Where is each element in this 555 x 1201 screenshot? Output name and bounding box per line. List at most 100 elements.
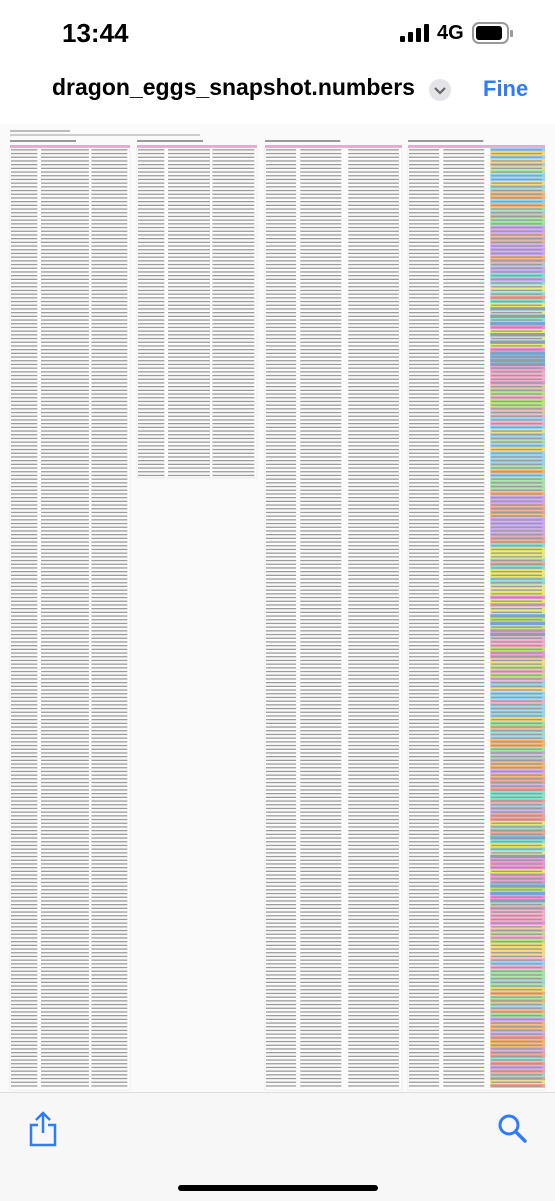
cell-text <box>491 460 542 462</box>
cell-text <box>266 682 297 684</box>
cell-text <box>409 1026 440 1028</box>
share-button[interactable] <box>28 1111 58 1147</box>
cell-text <box>300 356 342 358</box>
cell-text <box>348 1000 399 1002</box>
cell-text <box>11 293 38 295</box>
cell-text <box>409 1015 440 1017</box>
cell-text <box>409 452 440 454</box>
cell-text <box>348 1052 399 1054</box>
cell-text <box>266 711 297 713</box>
cell-text <box>212 212 255 214</box>
cell-text <box>138 252 165 255</box>
cell-text <box>11 837 38 839</box>
cell-text <box>348 900 399 902</box>
cell-text <box>41 175 89 177</box>
cell-text <box>300 892 342 895</box>
cell-text <box>348 234 399 236</box>
cell-text <box>41 508 89 510</box>
cell-text <box>212 238 255 240</box>
search-button[interactable] <box>497 1113 527 1143</box>
cell-text <box>11 900 38 902</box>
title-menu-button[interactable] <box>428 78 452 102</box>
cell-text <box>11 152 38 155</box>
cell-text <box>91 356 128 358</box>
cell-text <box>348 763 399 765</box>
cell-text <box>168 319 210 321</box>
cell-text <box>443 700 485 702</box>
cell-text <box>300 552 342 554</box>
cell-text <box>91 989 128 991</box>
cell-text <box>348 948 399 950</box>
cell-text <box>443 892 485 895</box>
cell-text <box>443 434 485 436</box>
cell-text <box>41 374 89 377</box>
cell-text <box>138 204 165 206</box>
cell-text <box>348 826 399 828</box>
cell-text <box>443 571 485 573</box>
cell-text <box>300 918 342 921</box>
cell-text <box>491 759 542 761</box>
cell-text <box>11 685 38 687</box>
cell-text <box>491 389 542 391</box>
cell-text <box>409 241 440 243</box>
cell-text <box>168 275 210 277</box>
cell-text <box>443 719 485 721</box>
cell-text <box>91 763 128 765</box>
cell-text <box>91 793 128 795</box>
done-button[interactable]: Fine <box>483 76 529 101</box>
cell-text <box>348 448 399 451</box>
cell-text <box>443 534 485 536</box>
cell-text <box>409 1052 440 1054</box>
cell-text <box>443 929 485 932</box>
cell-text <box>168 382 210 384</box>
cell-text <box>409 626 440 628</box>
cell-text <box>491 245 542 247</box>
cell-text <box>348 330 399 332</box>
cell-text <box>300 363 342 366</box>
cell-text <box>491 1015 542 1017</box>
cell-text <box>41 197 89 199</box>
cell-text <box>11 952 38 954</box>
cell-text <box>91 437 128 440</box>
cell-text <box>41 515 89 517</box>
cell-text <box>409 800 440 802</box>
spreadsheet-preview <box>0 124 555 1092</box>
cell-text <box>443 360 485 362</box>
cell-text <box>91 796 128 798</box>
cell-text <box>443 286 485 288</box>
bottom-toolbar <box>0 1092 555 1201</box>
cell-text <box>41 1048 89 1050</box>
cell-text <box>11 508 38 510</box>
cell-text <box>491 778 542 780</box>
cell-text <box>443 541 485 543</box>
cell-text <box>168 460 210 462</box>
cell-text <box>348 896 399 898</box>
cell-text <box>300 781 342 784</box>
cell-text <box>409 423 440 425</box>
cell-text <box>91 585 128 588</box>
cell-text <box>266 700 297 702</box>
cell-text <box>491 545 542 547</box>
cell-text <box>266 489 297 491</box>
cell-text <box>91 500 128 502</box>
cell-text <box>41 700 89 702</box>
cell-text <box>300 204 342 206</box>
cell-text <box>491 767 542 769</box>
cell-text <box>409 656 440 658</box>
cell-text <box>491 818 542 821</box>
cell-text <box>11 334 38 336</box>
cell-text <box>348 693 399 695</box>
cell-text <box>409 693 440 695</box>
cell-text <box>491 700 542 702</box>
cell-text <box>348 1029 399 1032</box>
cell-text <box>348 238 399 240</box>
cell-text <box>300 208 342 210</box>
cell-text <box>491 193 542 195</box>
cell-text <box>91 189 128 192</box>
cell-text <box>443 867 485 869</box>
cell-text <box>491 456 542 458</box>
cell-text <box>41 885 89 887</box>
cell-text <box>300 349 342 351</box>
cell-text <box>41 415 89 417</box>
cell-text <box>266 608 297 610</box>
